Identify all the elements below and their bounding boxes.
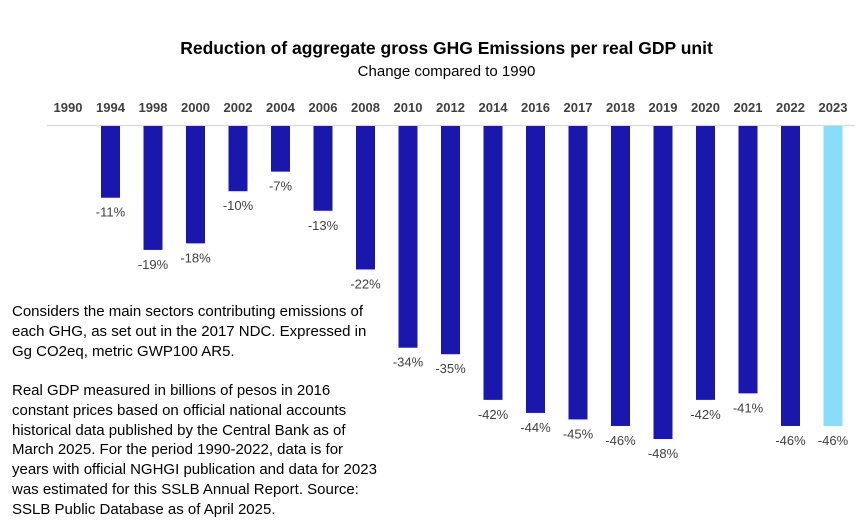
data-label-2020: -42% [690, 407, 721, 422]
bar-2002 [228, 126, 248, 192]
data-label-2021: -41% [733, 400, 764, 415]
bar-2004 [271, 126, 290, 172]
bar-1998 [143, 126, 163, 250]
bar-2014 [483, 126, 503, 400]
data-label-2016: -44% [520, 420, 551, 435]
x-tick-label: 2022 [776, 100, 805, 115]
x-tick-label: 2018 [606, 100, 635, 115]
bar-2018 [611, 126, 630, 426]
data-label-2004: -7% [269, 179, 293, 194]
x-tick-label: 2016 [521, 100, 550, 115]
x-tick-label: 1994 [96, 100, 126, 115]
data-label-2010: -34% [393, 355, 424, 370]
bar-1994 [101, 126, 120, 198]
x-tick-label: 2004 [266, 100, 296, 115]
x-tick-label: 2008 [351, 100, 380, 115]
x-tick-label: 1998 [139, 100, 168, 115]
x-tick-label: 2023 [819, 100, 848, 115]
bar-2012 [441, 126, 460, 355]
x-tick-label: 2000 [181, 100, 210, 115]
data-label-2018: -46% [605, 433, 636, 448]
x-tick-label: 2017 [564, 100, 593, 115]
data-label-2000: -18% [180, 250, 211, 265]
gdp-source-note: Real GDP measured in billions of pesos i… [12, 382, 377, 518]
bar-2023 [823, 126, 843, 426]
bar-2022 [781, 126, 800, 426]
data-label-2019: -48% [648, 446, 679, 461]
data-label-2014: -42% [478, 407, 509, 422]
bar-2021 [738, 126, 758, 394]
bar-2006 [313, 126, 333, 211]
data-labels: -11%-19% -18%-10%-7%-13%-22%-34% -35%-42%-… [96, 179, 849, 461]
x-tick-labels: 1990 1994 1998 2000 2002 2004 2006 2008 2010 2012… [54, 100, 848, 115]
data-label-1998: -19% [138, 257, 169, 272]
data-label-2008: -22% [350, 276, 381, 291]
data-label-2022: -46% [775, 433, 806, 448]
bar-2008 [356, 126, 375, 270]
methodology-note: Considers the main sectors contributing … [12, 303, 367, 360]
x-tick-label: 1990 [54, 100, 83, 115]
x-tick-label: 2014 [479, 100, 509, 115]
x-tick-label: 2021 [734, 100, 763, 115]
data-label-2002: -10% [223, 198, 254, 213]
x-tick-label: 2010 [394, 100, 423, 115]
x-tick-label: 2012 [436, 100, 465, 115]
data-label-2023: -46% [818, 433, 849, 448]
bar-2016 [526, 126, 545, 413]
chart-title: Reduction of aggregate gross GHG Emissio… [180, 38, 713, 58]
x-tick-label: 2020 [691, 100, 720, 115]
x-tick-label: 2019 [649, 100, 678, 115]
bar-2019 [653, 126, 673, 439]
data-label-2012: -35% [435, 361, 466, 376]
data-label-1994: -11% [96, 205, 126, 220]
x-tick-label: 2006 [309, 100, 338, 115]
data-label-2006: -13% [308, 218, 339, 233]
bar-2010 [398, 126, 418, 348]
bar-2017 [568, 126, 588, 420]
bar-2020 [696, 126, 715, 400]
bar-2000 [186, 126, 205, 244]
chart-subtitle: Change compared to 1990 [357, 63, 536, 80]
x-tick-label: 2002 [224, 100, 253, 115]
bars-group [101, 126, 843, 439]
data-label-2017: -45% [563, 426, 594, 441]
